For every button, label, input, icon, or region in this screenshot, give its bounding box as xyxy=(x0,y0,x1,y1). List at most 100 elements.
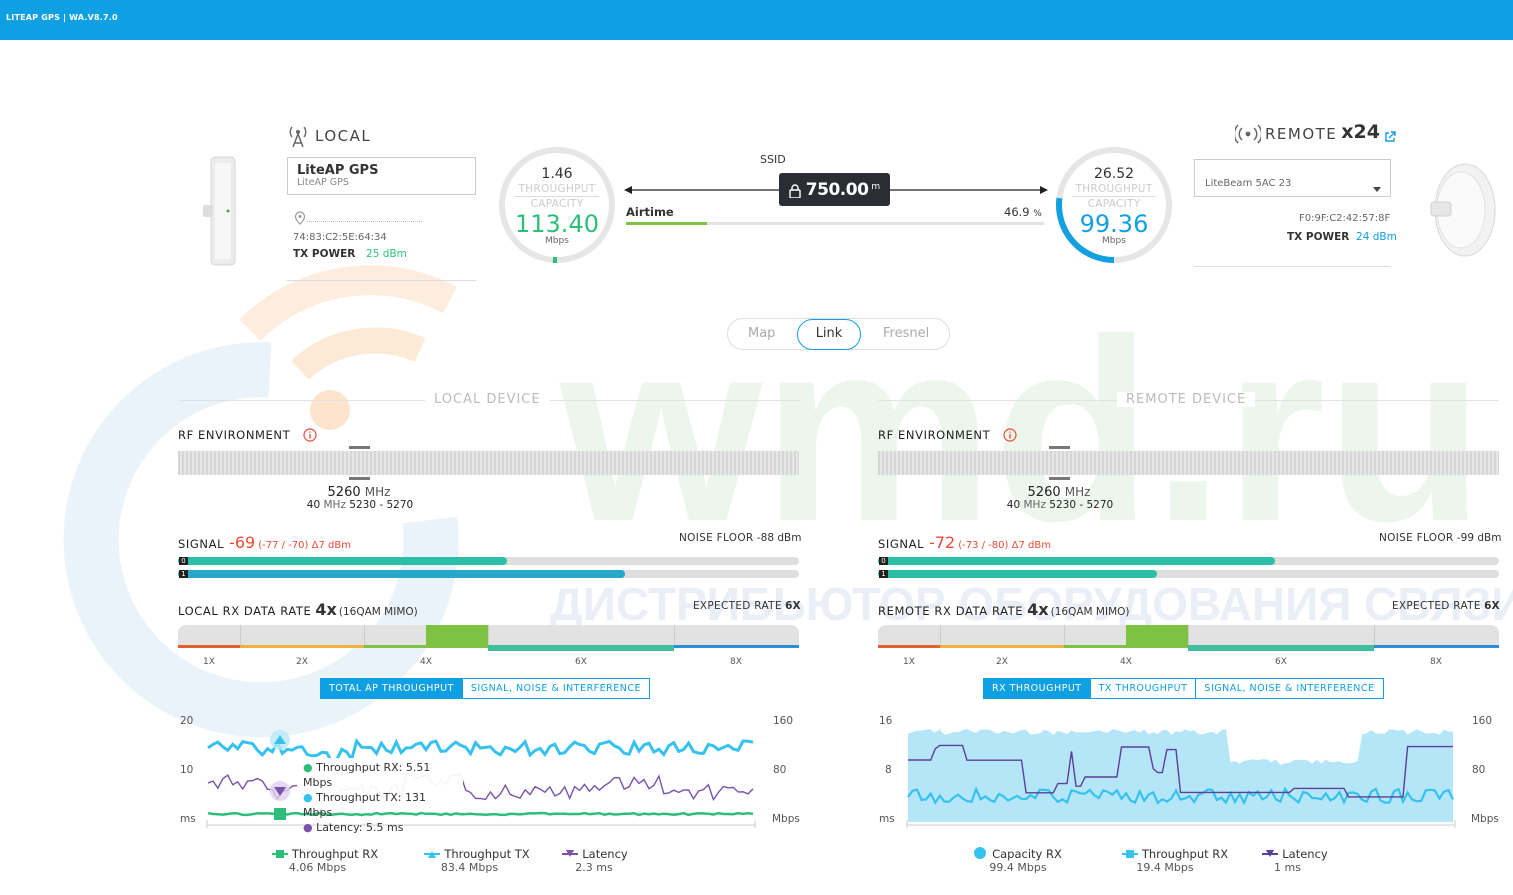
local-chain1-fill xyxy=(178,570,626,578)
local-y-left-top: 20 xyxy=(180,715,194,727)
remote-legend-capacity[interactable]: Capacity RX 99.4 Mbps xyxy=(958,847,1078,874)
app-title: LITEAP GPS | WA.V8.7.0 xyxy=(6,13,118,22)
local-marker-tx xyxy=(274,735,286,744)
remote-device-select[interactable]: LiteBeam 5AC 23 xyxy=(1194,159,1391,197)
local-tx-power-value: 25 dBm xyxy=(366,248,407,260)
local-series-throughput-tx xyxy=(207,737,754,765)
local-capacity-unit: Mbps xyxy=(545,236,569,246)
local-rf-label: RF ENVIRONMENT xyxy=(178,428,291,442)
distance-badge: 750.00 m xyxy=(779,173,890,206)
chain1-label: 1 xyxy=(879,570,888,578)
local-channel-width: 40 MHz 5230 - 5270 xyxy=(306,499,414,511)
remote-rf-channel-marker-bottom xyxy=(1049,477,1070,480)
local-rate-value: 4x xyxy=(315,600,337,619)
tab-rx-throughput[interactable]: RX THROUGHPUT xyxy=(984,679,1091,698)
remote-capacity: 99.36 xyxy=(1079,210,1149,238)
tab-link[interactable]: Link xyxy=(797,319,861,350)
legend-square-icon xyxy=(271,847,288,858)
rate-tick-label: 6X xyxy=(1275,657,1287,667)
remote-freq: 5260 MHz xyxy=(1027,485,1091,500)
local-y-left-mid: 10 xyxy=(180,764,194,776)
legend-circle-icon xyxy=(974,847,988,859)
local-legend-latency[interactable]: Latency 2.3 ms xyxy=(545,847,645,874)
distance-unit: m xyxy=(871,181,881,192)
local-series-throughput-rx xyxy=(207,811,754,817)
external-link-icon[interactable] xyxy=(1384,128,1396,142)
local-tx-power: TX POWER 25 dBm xyxy=(293,248,407,260)
local-legend-tx[interactable]: Throughput TX 83.4 Mbps xyxy=(412,847,542,874)
local-y-left-unit: ms xyxy=(180,813,196,825)
remote-y-right-unit: Mbps xyxy=(1471,813,1499,825)
remote-throughput: 26.52 xyxy=(1093,166,1135,182)
local-capacity-gauge: 1.46 THROUGHPUT CAPACITY 113.40 Mbps xyxy=(497,145,617,265)
remote-series-throughput-rx xyxy=(907,786,1454,806)
legend-triangle-down-icon xyxy=(1262,847,1279,857)
local-signal-value: -69 xyxy=(229,533,256,552)
rate-active-band xyxy=(426,625,488,645)
local-device-name-field[interactable]: LiteAP GPS LiteAP GPS xyxy=(287,157,476,195)
local-mac: 74:83:C2:5E:64:34 xyxy=(293,232,387,243)
remote-header: REMOTE x24 xyxy=(1233,121,1396,144)
local-legend-rx[interactable]: Throughput RX 4.06 Mbps xyxy=(260,847,390,874)
rate-tick-label: 4X xyxy=(1120,657,1132,667)
info-icon[interactable] xyxy=(303,427,317,442)
rate-band xyxy=(364,645,488,648)
local-rf-channel-marker-bottom xyxy=(349,477,370,480)
info-icon[interactable] xyxy=(1003,427,1017,442)
tab-signal-noise-interference[interactable]: SIGNAL, NOISE & INTERFERENCE xyxy=(470,683,641,694)
rate-tick-label: 6X xyxy=(575,657,587,667)
local-rate-mod: (16QAM MIMO) xyxy=(338,606,418,618)
local-freq: 5260 MHz xyxy=(327,485,391,500)
rate-band xyxy=(878,645,940,648)
rate-band xyxy=(240,645,364,648)
local-rf-spectrum xyxy=(178,451,799,475)
remote-signal-value: -72 xyxy=(929,533,956,552)
local-marker-latency xyxy=(274,787,286,796)
rate-tick-label: 2X xyxy=(296,657,308,667)
remote-legend-rx[interactable]: Throughput RX 19.4 Mbps xyxy=(1110,847,1240,874)
rate-band xyxy=(178,645,240,648)
remote-y-right-mid: 80 xyxy=(1472,764,1486,776)
local-chart-tooltip: ● Throughput RX: 5.51 Mbps ● Throughput … xyxy=(297,758,463,834)
rate-active-band xyxy=(1126,625,1188,645)
remote-chain0-fill xyxy=(878,557,1276,565)
local-y-right-top: 160 xyxy=(773,715,794,727)
top-bar: LITEAP GPS | WA.V8.7.0 xyxy=(0,0,1513,40)
antenna-signal-icon xyxy=(1233,124,1263,144)
local-throughput-chart[interactable] xyxy=(200,710,765,830)
local-chain0-fill xyxy=(178,557,508,565)
remote-chain1-fill xyxy=(878,570,1158,578)
chain1-label: 1 xyxy=(179,570,188,578)
remote-legend-latency[interactable]: Latency 1 ms xyxy=(1245,847,1345,874)
caret-down-icon xyxy=(1373,177,1381,192)
remote-y-right-top: 160 xyxy=(1472,715,1493,727)
rate-tick-label: 2X xyxy=(996,657,1008,667)
remote-y-left-mid: 8 xyxy=(885,764,892,776)
tab-map[interactable]: Map xyxy=(748,326,776,341)
rate-tick-label: 8X xyxy=(730,657,742,667)
remote-rate-scale: 1X 2X 4X 6X 8X xyxy=(878,625,1499,667)
local-device-image xyxy=(203,156,236,266)
remote-capacity-label: CAPACITY xyxy=(1087,198,1141,210)
remote-rf-spectrum xyxy=(878,451,1499,475)
local-rx-rate: LOCAL RX DATA RATE 4x (16QAM MIMO) xyxy=(178,600,418,619)
rate-expected-band xyxy=(488,645,674,651)
local-section-title: LOCAL DEVICE xyxy=(425,392,550,407)
tab-fresnel[interactable]: Fresnel xyxy=(883,326,930,341)
airtime-bar-fill xyxy=(626,222,708,225)
tab-tx-throughput[interactable]: TX THROUGHPUT xyxy=(1091,679,1197,698)
remote-divider xyxy=(1194,266,1391,267)
remote-throughput-chart[interactable] xyxy=(900,710,1465,830)
remote-rate-value: 4x xyxy=(1027,600,1049,619)
remote-channel-width: 40 MHz 5230 - 5270 xyxy=(1006,499,1114,511)
remote-gauge-arc xyxy=(1056,147,1172,263)
tab-total-ap-throughput[interactable]: TOTAL AP THROUGHPUT xyxy=(321,679,463,698)
local-expected-rate: EXPECTED RATE 6X xyxy=(693,600,801,612)
local-y-right-mid: 80 xyxy=(773,764,787,776)
local-series-latency xyxy=(207,773,754,802)
remote-y-left-top: 16 xyxy=(879,715,893,727)
tab-signal-noise-interference[interactable]: SIGNAL, NOISE & INTERFERENCE xyxy=(1204,683,1375,694)
local-throughput-label: THROUGHPUT xyxy=(518,183,596,195)
remote-signal: SIGNAL -72 (-73 / -80) Δ7 dBm xyxy=(878,533,1051,552)
rate-band xyxy=(940,645,1064,648)
